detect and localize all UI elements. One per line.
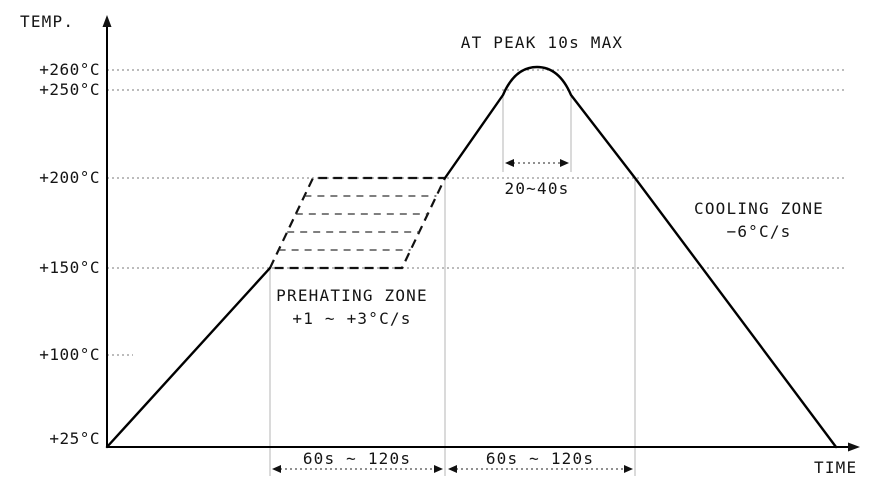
- x-axis-title: TIME: [814, 458, 858, 477]
- reflow-duration-label: 60s ~ 120s: [485, 449, 595, 468]
- measure-arrow-left-icon: [448, 465, 457, 473]
- y-tick-label-150: +150°C: [39, 258, 100, 277]
- y-axis-arrow-icon: [102, 15, 112, 27]
- y-tick-label-260: +260°C: [39, 60, 100, 79]
- measure-arrow-right-icon: [434, 465, 443, 473]
- y-tick-label-200: +200°C: [39, 168, 100, 187]
- measure-arrow-left-icon: [272, 465, 281, 473]
- preheating-zone-title: PREHATING ZONE: [276, 286, 428, 305]
- cooling-zone-annotation: COOLING ZONE −6°C/s: [673, 197, 845, 243]
- peak-width-label: 20~40s: [504, 179, 570, 198]
- x-axis-arrow-icon: [848, 442, 860, 452]
- measure-arrow-left-icon: [505, 159, 514, 167]
- temperature-curve: [443, 65, 838, 449]
- temperature-curve: [105, 266, 272, 449]
- y-tick-label-250: +250°C: [39, 80, 100, 99]
- y-axis-title: TEMP.: [20, 12, 75, 31]
- cooling-zone-rate: −6°C/s: [726, 222, 792, 241]
- measure-arrow-right-icon: [560, 159, 569, 167]
- preheating-zone-rate: +1 ~ +3°C/s: [292, 309, 412, 328]
- preheating-zone-annotation: PREHATING ZONE +1 ~ +3°C/s: [266, 284, 438, 330]
- y-tick-label-100: +100°C: [39, 345, 100, 364]
- preheat-duration-label: 60s ~ 120s: [302, 449, 412, 468]
- y-tick-label-25: +25°C: [49, 429, 100, 448]
- cooling-zone-title: COOLING ZONE: [694, 199, 824, 218]
- preheating-band: [268, 176, 447, 270]
- measure-arrow-right-icon: [624, 465, 633, 473]
- peak-annotation: AT PEAK 10s MAX: [460, 33, 624, 52]
